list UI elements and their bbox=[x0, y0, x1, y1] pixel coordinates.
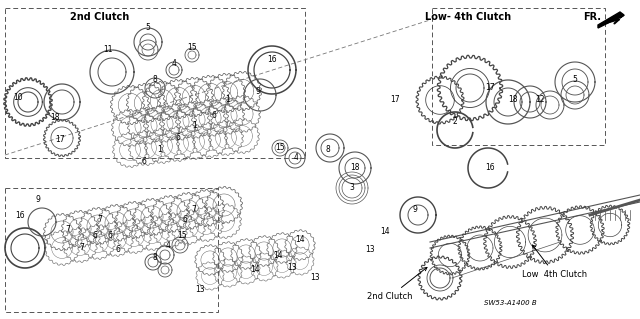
Text: 8: 8 bbox=[152, 254, 157, 263]
Text: 15: 15 bbox=[187, 42, 197, 51]
Text: 7: 7 bbox=[79, 243, 84, 253]
Text: 4: 4 bbox=[172, 58, 177, 68]
Text: 9: 9 bbox=[255, 87, 260, 97]
Text: 6: 6 bbox=[175, 133, 180, 143]
Text: 6: 6 bbox=[212, 110, 216, 120]
Text: 17: 17 bbox=[485, 84, 495, 93]
Text: 14: 14 bbox=[295, 235, 305, 244]
Text: 6: 6 bbox=[108, 231, 113, 240]
Text: 7: 7 bbox=[97, 216, 102, 225]
Text: 17: 17 bbox=[390, 95, 400, 105]
Text: 5: 5 bbox=[573, 76, 577, 85]
Text: 13: 13 bbox=[195, 286, 205, 294]
Text: 16: 16 bbox=[485, 164, 495, 173]
Text: 13: 13 bbox=[287, 263, 297, 272]
Text: 14: 14 bbox=[273, 250, 283, 259]
Text: SW53-A1400 B: SW53-A1400 B bbox=[484, 300, 536, 306]
Text: 6: 6 bbox=[93, 231, 97, 240]
Text: 1: 1 bbox=[193, 121, 197, 130]
Text: 16: 16 bbox=[267, 56, 277, 64]
Text: 14: 14 bbox=[380, 227, 390, 236]
Text: FR.: FR. bbox=[583, 12, 601, 22]
Text: 17: 17 bbox=[55, 136, 65, 145]
Text: 6: 6 bbox=[182, 216, 188, 225]
Text: 5: 5 bbox=[145, 24, 150, 33]
Text: 2nd Clutch: 2nd Clutch bbox=[70, 12, 130, 22]
Text: 6: 6 bbox=[141, 158, 147, 167]
Text: 18: 18 bbox=[51, 114, 60, 122]
Polygon shape bbox=[598, 12, 624, 28]
Text: 6: 6 bbox=[116, 246, 120, 255]
Text: 13: 13 bbox=[310, 273, 320, 283]
Bar bbox=[5, 188, 218, 312]
Text: 4: 4 bbox=[166, 241, 170, 249]
Text: 18: 18 bbox=[350, 164, 360, 173]
Text: 15: 15 bbox=[275, 144, 285, 152]
Text: 11: 11 bbox=[103, 46, 113, 55]
Text: 12: 12 bbox=[535, 95, 545, 105]
Text: 8: 8 bbox=[152, 76, 157, 85]
Text: 3: 3 bbox=[349, 183, 355, 192]
Bar bbox=[432, 8, 605, 145]
Text: 9: 9 bbox=[413, 205, 417, 214]
Text: 1: 1 bbox=[157, 145, 163, 154]
Text: 14: 14 bbox=[250, 265, 260, 275]
Text: 10: 10 bbox=[13, 93, 23, 102]
Text: 9: 9 bbox=[36, 196, 40, 204]
Text: 7: 7 bbox=[191, 205, 196, 214]
Text: 2: 2 bbox=[452, 117, 458, 127]
Text: 4: 4 bbox=[294, 153, 298, 162]
Text: 8: 8 bbox=[326, 145, 330, 154]
Text: Low  4th Clutch: Low 4th Clutch bbox=[522, 245, 588, 279]
Text: 2nd Clutch: 2nd Clutch bbox=[367, 267, 427, 301]
Bar bbox=[5, 8, 305, 158]
Text: 15: 15 bbox=[177, 231, 187, 240]
Text: 7: 7 bbox=[65, 226, 70, 234]
Text: 16: 16 bbox=[15, 211, 25, 219]
Text: 1: 1 bbox=[226, 95, 230, 105]
Text: Low- 4th Clutch: Low- 4th Clutch bbox=[425, 12, 511, 22]
Text: 13: 13 bbox=[365, 246, 375, 255]
Text: 18: 18 bbox=[508, 95, 518, 105]
